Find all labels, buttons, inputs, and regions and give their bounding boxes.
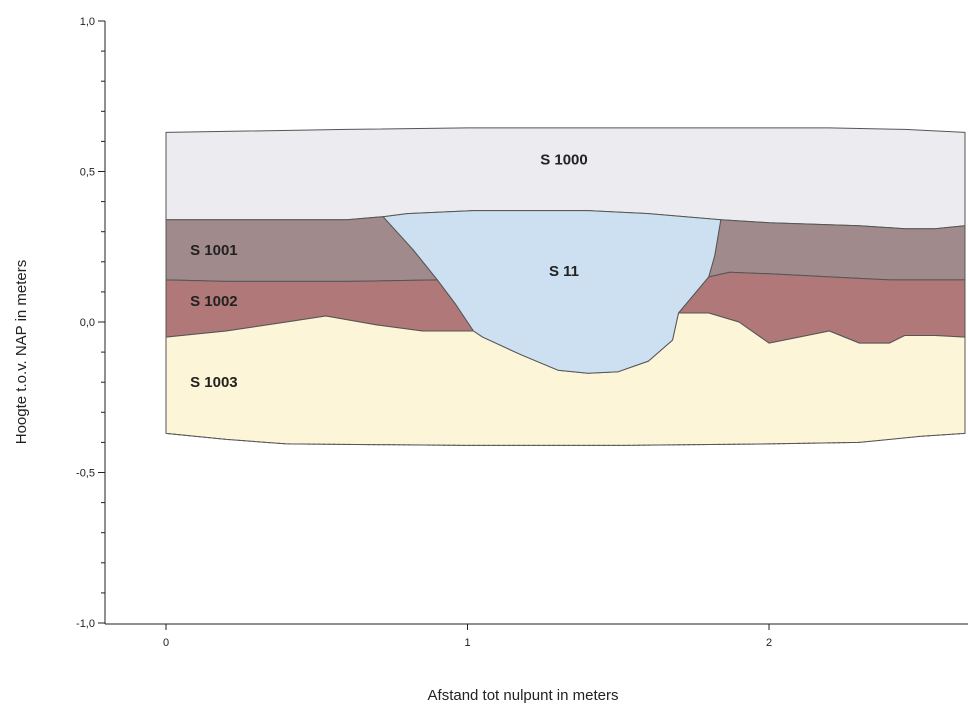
layer-labels: S 1000 S 1001 S 1002 S 1003 S 11 <box>190 151 588 391</box>
axes: 1,0 0,5 0,0 -0,5 -1,0 0 1 2 <box>76 16 968 649</box>
label-s-1003: S 1003 <box>190 374 238 391</box>
layer-s-11-6 <box>382 210 722 374</box>
profile-outline <box>165 132 966 446</box>
label-s-1001: S 1001 <box>190 242 238 259</box>
y-axis-ticks: 1,0 0,5 0,0 -0,5 -1,0 <box>76 16 105 630</box>
y-tick-label: -0,5 <box>76 468 95 480</box>
y-axis-title: Hoogte t.o.v. NAP in meters <box>13 260 30 445</box>
y-tick-label: 0,0 <box>80 317 95 329</box>
profile-bottom-edge <box>165 432 966 446</box>
x-axis-title: Afstand tot nulpunt in meters <box>428 687 619 704</box>
label-s-1000: S 1000 <box>540 151 588 168</box>
x-tick-label: 2 <box>766 637 772 649</box>
y-tick-label: 0,5 <box>80 167 95 179</box>
layer-s-1001-2 <box>708 219 966 281</box>
y-tick-label: 1,0 <box>80 16 95 28</box>
label-s-11: S 11 <box>549 263 579 280</box>
x-tick-label: 1 <box>464 637 470 649</box>
y-tick-label: -1,0 <box>76 618 95 630</box>
x-tick-label: 0 <box>163 637 169 649</box>
x-axis-ticks: 0 1 2 <box>163 624 772 649</box>
label-s-1002: S 1002 <box>190 293 238 310</box>
soil-layers <box>165 127 966 446</box>
